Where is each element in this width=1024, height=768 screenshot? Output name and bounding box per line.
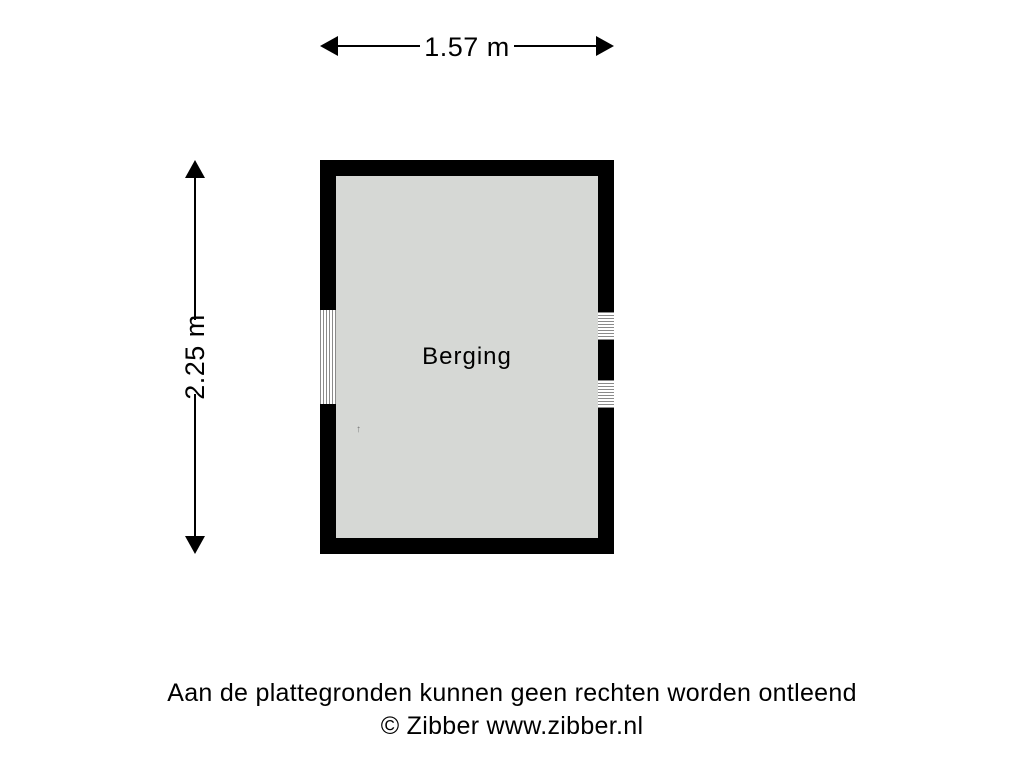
dim-line (514, 45, 604, 47)
dimension-width-label: 1.57 m (320, 32, 614, 63)
room-walls: Berging ↑ (320, 160, 614, 554)
room-floor: Berging ↑ (336, 176, 598, 538)
window-hatch-icon (598, 310, 614, 342)
window-right-2 (598, 378, 614, 410)
footer: Aan de plattegronden kunnen geen rechten… (0, 677, 1024, 745)
arrow-down-icon (185, 536, 205, 554)
footer-disclaimer: Aan de plattegronden kunnen geen rechten… (0, 677, 1024, 711)
dim-line (194, 394, 196, 544)
door-left (320, 310, 336, 404)
dimension-width: 1.57 m (320, 26, 614, 66)
door-hatch-icon (320, 310, 336, 404)
room-label: Berging (336, 176, 598, 538)
window-right-1 (598, 310, 614, 342)
footer-copyright: © Zibber www.zibber.nl (0, 710, 1024, 744)
arrow-right-icon (596, 36, 614, 56)
door-swing-icon: ↑ (356, 424, 361, 435)
floorplan-canvas: 1.57 m 2.25 m Berging ↑ Aan de plattegro… (0, 0, 1024, 768)
dimension-height: 2.25 m (175, 160, 215, 554)
window-hatch-icon (598, 378, 614, 410)
